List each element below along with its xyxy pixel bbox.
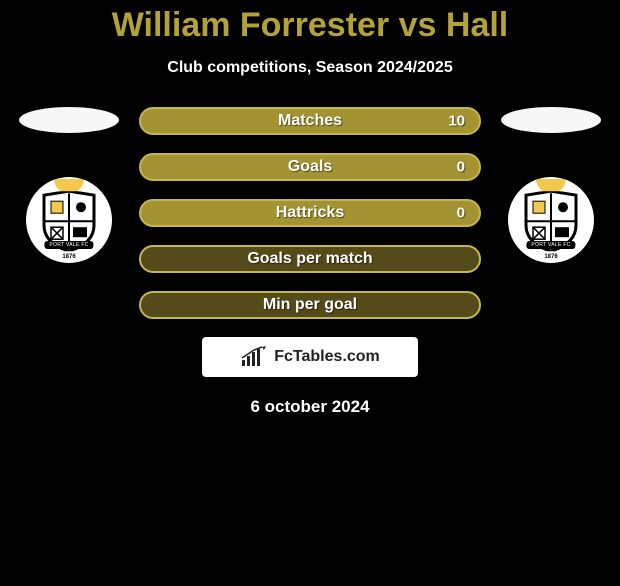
stat-bars: Matches 10 Goals 0 Hattricks 0 Goals per match… [139, 107, 481, 319]
stat-bar: Matches 10 [139, 107, 481, 135]
stat-label: Hattricks [276, 204, 344, 222]
player-photo-placeholder-right [501, 107, 601, 133]
club-badge-right: PORT VALE FC 1876 [508, 177, 594, 263]
stat-value: 10 [448, 113, 465, 130]
stat-label: Goals [288, 158, 332, 176]
left-player-col: PORT VALE FC 1876 [19, 107, 119, 263]
comparison-row: PORT VALE FC 1876 Matches10Goals0Hattric… [0, 107, 620, 319]
stat-label: Goals per match [247, 250, 372, 268]
page-title: William Forrester vs Hall [0, 6, 620, 45]
stat-value: 0 [457, 159, 465, 176]
stat-bar: Hattricks 0 [139, 199, 481, 227]
right-player-col: PORT VALE FC 1876 [501, 107, 601, 263]
stat-value: 0 [457, 205, 465, 222]
watermark[interactable]: FcTables.com [202, 337, 418, 377]
badge-ribbon: PORT VALE FC [44, 241, 93, 249]
club-badge-left: PORT VALE FC 1876 [26, 177, 112, 263]
date-label: 6 october 2024 [0, 397, 620, 417]
badge-ribbon: PORT VALE FC [526, 241, 575, 249]
player-photo-placeholder-left [19, 107, 119, 133]
stat-bar: Goals per match [139, 245, 481, 273]
chart-up-icon [240, 346, 268, 368]
badge-year: 1876 [544, 254, 557, 260]
watermark-text: FcTables.com [274, 348, 380, 366]
stat-bar: Goals 0 [139, 153, 481, 181]
stat-bar: Min per goal [139, 291, 481, 319]
stat-label: Matches [278, 112, 342, 130]
subtitle: Club competitions, Season 2024/2025 [0, 59, 620, 77]
badge-year: 1876 [62, 254, 75, 260]
stat-label: Min per goal [263, 296, 357, 314]
